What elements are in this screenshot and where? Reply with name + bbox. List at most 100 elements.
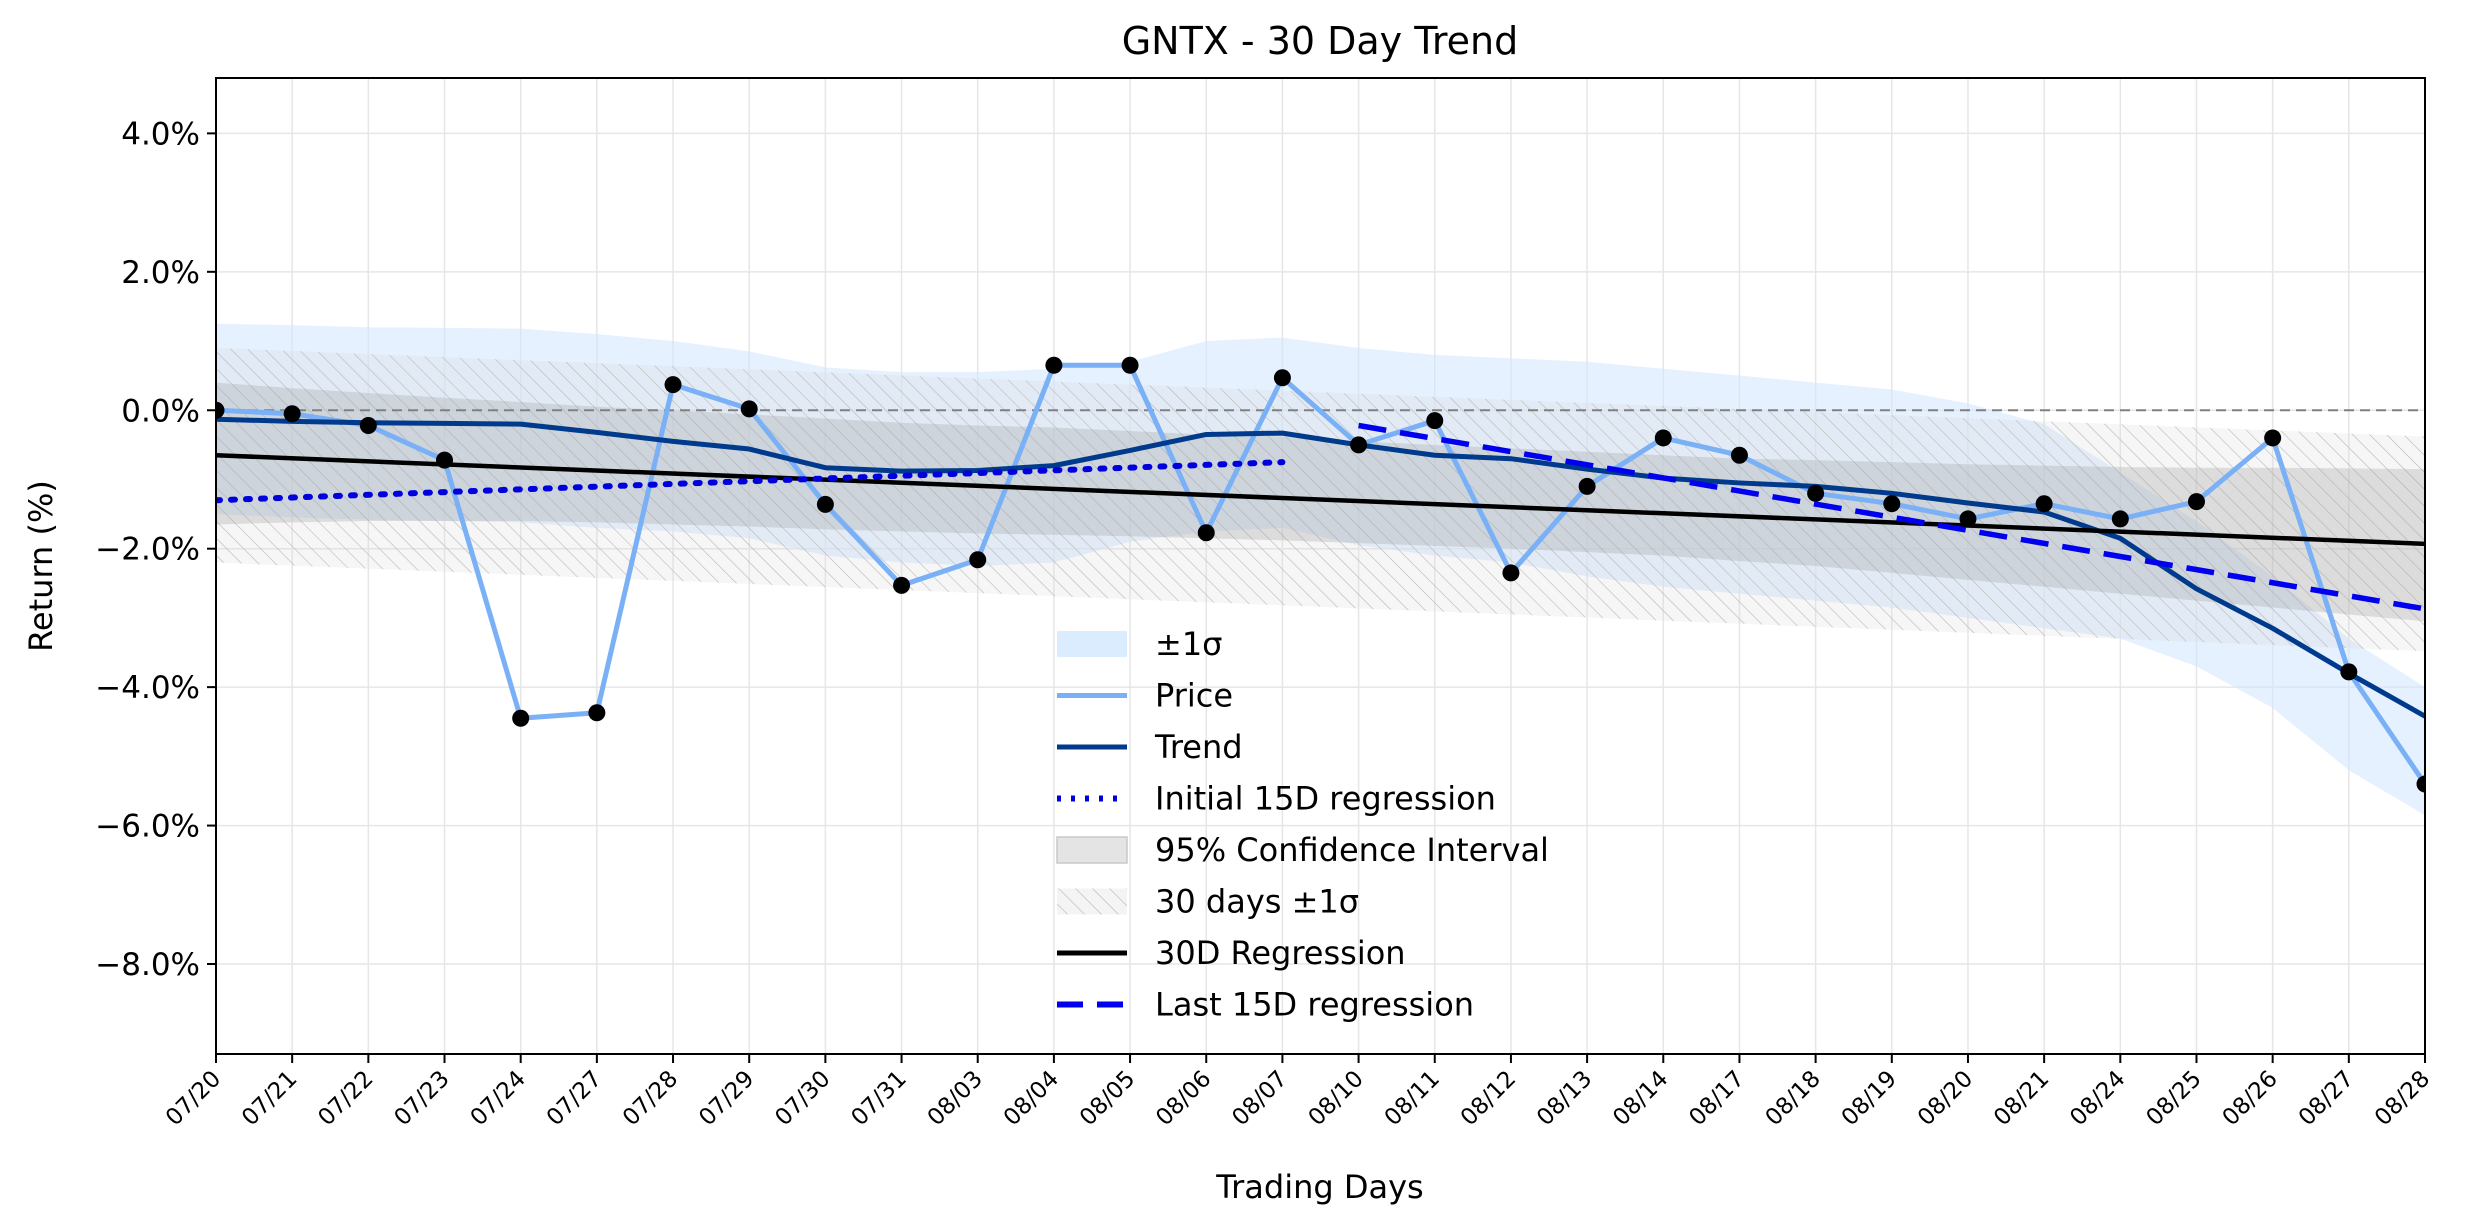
x-tick-label: 07/24 [466,1066,531,1131]
x-tick-label: 07/28 [618,1066,683,1131]
price-point [1197,524,1215,542]
x-tick-label: 08/14 [1608,1066,1673,1131]
x-tick-label: 08/03 [923,1066,988,1131]
price-point [588,704,606,722]
legend: ±1σ Price Trend Initial 15D regression 95% C… [1056,625,1549,1024]
x-tick-label: 08/27 [2294,1066,2359,1131]
price-point [1807,484,1825,502]
x-tick-label: 07/21 [237,1066,302,1131]
x-tick-label: 08/06 [1151,1066,1216,1131]
price-point [1578,477,1596,495]
price-points [216,356,2425,793]
x-tick-label: 07/27 [542,1066,607,1131]
x-tick-label: 08/26 [2218,1066,2283,1131]
legend-item: 30D Regression [1057,934,1406,972]
x-tick-label: 07/23 [389,1066,454,1131]
legend-label: Trend [1154,728,1243,766]
y-tick-label: 0.0% [121,393,200,429]
legend-label: 30D Regression [1155,934,1406,972]
legend-label: Last 15D regression [1155,986,1474,1024]
x-tick-label: 07/20 [161,1066,226,1131]
x-tick-label: 08/19 [1837,1066,1902,1131]
price-point [436,451,454,469]
legend-item: Trend [1057,728,1243,766]
price-point [893,576,911,594]
x-tick-label: 08/04 [999,1066,1064,1131]
legend-item: 95% Confidence Interval [1056,831,1549,869]
price-point [1426,412,1444,430]
x-tick-label: 08/24 [2065,1066,2130,1131]
price-point [512,709,530,727]
price-line [216,362,2425,786]
y-axis-label: Return (%) [22,480,60,652]
last-15d-regression-line [1358,422,2425,612]
price-point [1273,369,1291,387]
price-point [216,401,225,419]
initial-15d-regression-line [216,459,1286,504]
price-point [664,376,682,394]
price-point [1883,495,1901,513]
price-point [1959,510,1977,528]
legend-swatch [1057,631,1127,657]
price-point [2264,429,2282,447]
legend-swatch-hatch [1057,888,1127,915]
x-tick-label: 08/12 [1456,1066,1521,1131]
price-point [2035,495,2053,513]
x-axis-ticks: 07/20 07/21 07/22 07/23 07/24 07/27 07/28 07/29… [161,1054,2435,1131]
price-point [816,495,834,513]
x-tick-label: 08/07 [1227,1066,1292,1131]
x-tick-label: 08/18 [1761,1066,1826,1131]
price-point [1121,356,1139,374]
x-tick-label: 08/13 [1532,1066,1597,1131]
x-tick-label: 08/17 [1684,1066,1749,1131]
plot-area [216,323,2425,816]
x-tick-label: 07/31 [847,1066,912,1131]
legend-label: ±1σ [1155,625,1222,663]
x-tick-label: 08/21 [1989,1066,2054,1131]
legend-item: Last 15D regression [1057,986,1474,1024]
legend-label: 95% Confidence Interval [1155,831,1549,869]
y-tick-label: 2.0% [121,255,200,291]
regression-30d-line [216,453,2425,547]
y-axis-ticks: 4.0% 2.0% 0.0% −2.0% −4.0% −6.0% −8.0% [95,116,216,983]
x-tick-label: 08/20 [1913,1066,1978,1131]
price-point [1654,429,1672,447]
x-tick-label: 08/05 [1075,1066,1140,1131]
x-tick-label: 08/11 [1380,1066,1445,1131]
price-point [359,416,377,434]
legend-label: Initial 15D regression [1155,780,1496,818]
y-tick-label: −2.0% [95,532,200,568]
price-point [2187,493,2205,511]
x-tick-label: 08/10 [1304,1066,1369,1131]
y-tick-label: −4.0% [95,670,200,706]
y-tick-label: 4.0% [121,116,200,152]
x-tick-label: 07/30 [770,1066,835,1131]
x-tick-label: 08/28 [2370,1066,2435,1131]
price-point [1045,356,1063,374]
price-point [969,551,987,569]
price-point [2340,663,2358,681]
series-lines [216,362,2425,786]
legend-swatch [1056,836,1128,864]
price-point [2111,510,2129,528]
legend-item: ±1σ [1057,625,1222,663]
confidence-interval-band [216,382,2425,622]
x-axis-label: Trading Days [1215,1168,1423,1206]
legend-item: 30 days ±1σ [1057,883,1359,921]
price-point [1730,446,1748,464]
chart-title: GNTX - 30 Day Trend [1122,19,1519,63]
price-point [740,400,758,418]
price-point [1350,436,1368,454]
plot-frame [215,77,2426,1055]
legend-item: Price [1057,677,1233,715]
price-point [2416,775,2425,793]
y-tick-label: −6.0% [95,809,200,845]
x-tick-label: 07/29 [694,1066,759,1131]
trend-line [216,416,2425,719]
bands [216,323,2425,816]
y-tick-label: −8.0% [95,947,200,983]
x-tick-label: 08/25 [2141,1066,2206,1131]
legend-item: Initial 15D regression [1057,780,1496,818]
price-point [283,405,301,423]
